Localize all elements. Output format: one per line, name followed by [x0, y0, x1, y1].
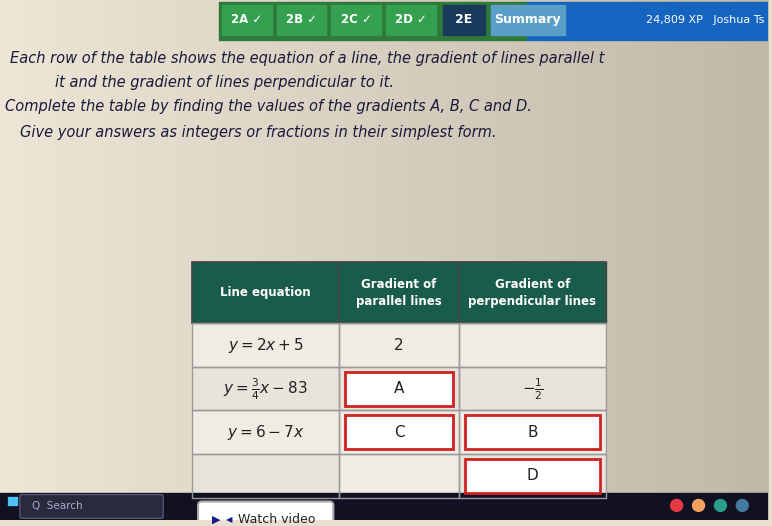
- Text: Gradient of
perpendicular lines: Gradient of perpendicular lines: [469, 278, 596, 308]
- Bar: [340, 410, 459, 454]
- Bar: [459, 410, 606, 454]
- Bar: [0, 492, 768, 520]
- Bar: [192, 454, 340, 498]
- Text: Give your answers as integers or fractions in their simplest form.: Give your answers as integers or fractio…: [20, 125, 496, 139]
- Bar: [331, 5, 381, 35]
- Bar: [459, 323, 606, 367]
- Text: 2B ✓: 2B ✓: [286, 13, 317, 26]
- Bar: [276, 5, 327, 35]
- Bar: [459, 410, 606, 454]
- Bar: [222, 5, 272, 35]
- Text: 2D ✓: 2D ✓: [395, 13, 427, 26]
- Bar: [340, 262, 459, 323]
- Text: Each row of the table shows the equation of a line, the gradient of lines parall: Each row of the table shows the equation…: [10, 52, 604, 66]
- Bar: [192, 410, 340, 454]
- Text: $y = 2x + 5$: $y = 2x + 5$: [228, 336, 303, 355]
- Bar: [192, 367, 340, 410]
- Bar: [345, 372, 452, 406]
- Bar: [13, 501, 17, 505]
- Bar: [192, 454, 340, 498]
- Text: Summary: Summary: [494, 13, 560, 26]
- Text: 2A ✓: 2A ✓: [231, 13, 262, 26]
- FancyBboxPatch shape: [198, 501, 334, 526]
- Text: Complete the table by finding the values of the gradients A, B, C and D.: Complete the table by finding the values…: [5, 99, 532, 114]
- Bar: [459, 323, 606, 367]
- Bar: [459, 454, 606, 498]
- Polygon shape: [527, 2, 768, 39]
- Bar: [340, 323, 459, 367]
- Text: Line equation: Line equation: [220, 286, 311, 299]
- Text: it and the gradient of lines perpendicular to it.: it and the gradient of lines perpendicul…: [55, 75, 394, 90]
- Bar: [340, 262, 459, 323]
- Bar: [192, 323, 340, 367]
- FancyBboxPatch shape: [20, 494, 163, 518]
- Bar: [459, 367, 606, 410]
- Bar: [192, 323, 340, 367]
- Bar: [192, 410, 340, 454]
- Circle shape: [736, 500, 748, 511]
- Text: ▶: ▶: [212, 514, 220, 524]
- Bar: [340, 323, 459, 367]
- Bar: [340, 367, 459, 410]
- Bar: [465, 459, 600, 492]
- Bar: [192, 262, 340, 323]
- Text: 2C ✓: 2C ✓: [340, 13, 371, 26]
- Bar: [8, 501, 12, 505]
- Bar: [13, 497, 17, 500]
- Text: A: A: [394, 381, 405, 396]
- Bar: [192, 367, 340, 410]
- Circle shape: [714, 500, 726, 511]
- Bar: [386, 5, 436, 35]
- Text: Q  Search: Q Search: [32, 501, 83, 511]
- Bar: [490, 5, 565, 35]
- Polygon shape: [219, 2, 527, 39]
- Circle shape: [671, 500, 682, 511]
- Bar: [340, 454, 459, 498]
- Bar: [459, 454, 606, 498]
- Text: B: B: [527, 424, 537, 440]
- Text: Gradient of
parallel lines: Gradient of parallel lines: [356, 278, 442, 308]
- Text: 2E: 2E: [455, 13, 472, 26]
- Bar: [192, 262, 340, 323]
- Bar: [443, 5, 485, 35]
- Bar: [340, 410, 459, 454]
- Bar: [345, 416, 452, 449]
- Text: $y = \frac{3}{4}x - 83$: $y = \frac{3}{4}x - 83$: [223, 376, 308, 401]
- Bar: [8, 497, 12, 500]
- Text: Watch video: Watch video: [238, 513, 315, 526]
- Bar: [459, 367, 606, 410]
- Text: ◀: ◀: [226, 515, 232, 524]
- Bar: [340, 454, 459, 498]
- Text: D: D: [527, 468, 538, 483]
- Bar: [340, 367, 459, 410]
- Bar: [465, 416, 600, 449]
- Text: 2: 2: [394, 338, 404, 353]
- Bar: [459, 262, 606, 323]
- Text: C: C: [394, 424, 405, 440]
- Bar: [459, 262, 606, 323]
- Text: $-\frac{1}{2}$: $-\frac{1}{2}$: [522, 376, 543, 401]
- Text: $y = 6 - 7x$: $y = 6 - 7x$: [227, 423, 304, 442]
- Text: 24,809 XP   Joshua Ts: 24,809 XP Joshua Ts: [646, 15, 764, 25]
- Circle shape: [692, 500, 705, 511]
